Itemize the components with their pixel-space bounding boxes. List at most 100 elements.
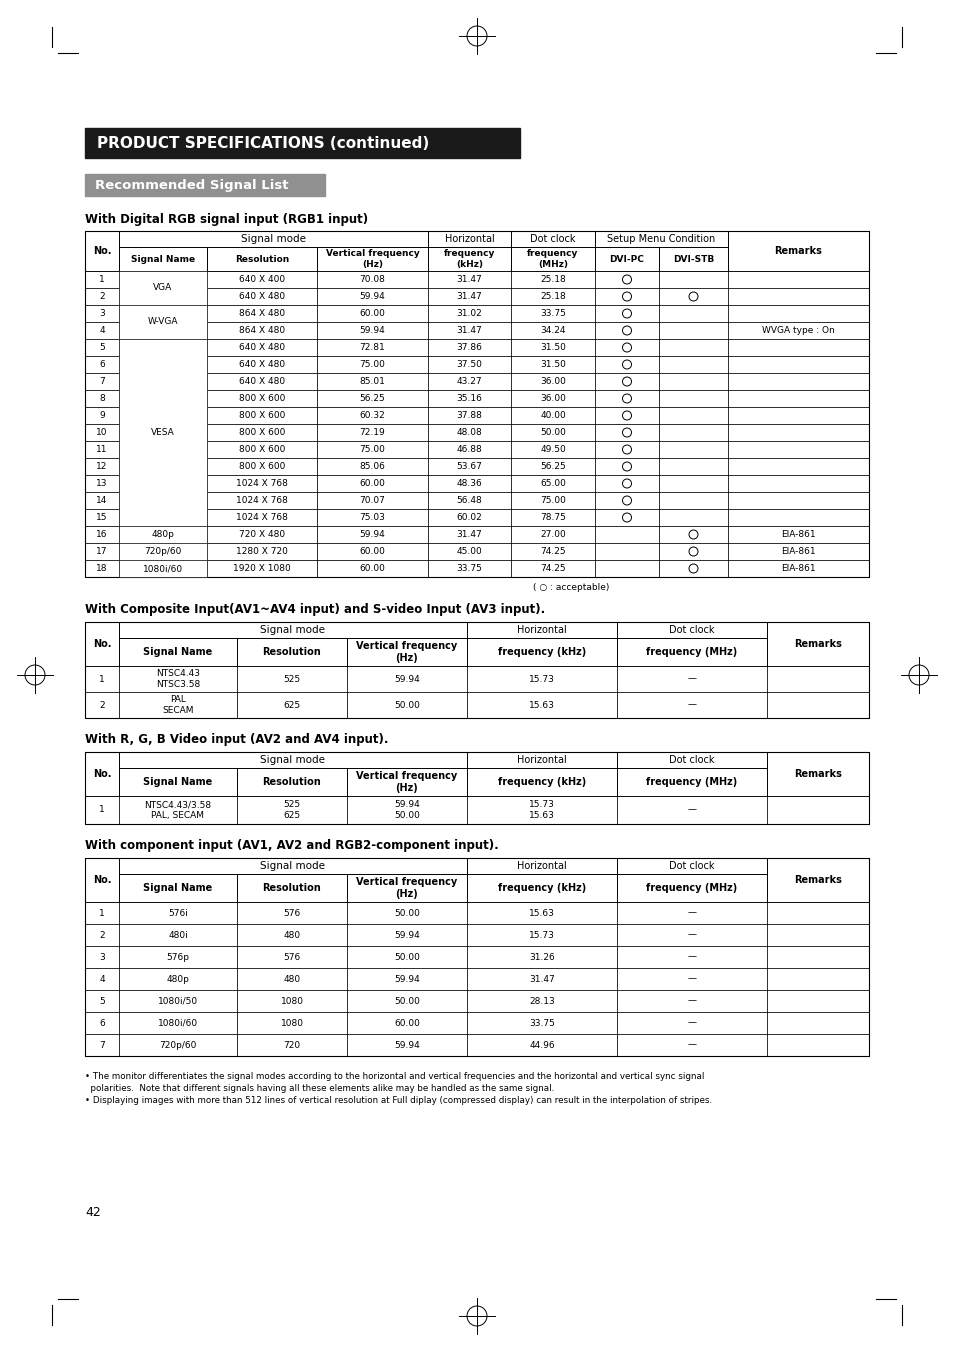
Bar: [119, 424, 207, 440]
Bar: [85, 339, 119, 357]
Bar: [595, 357, 659, 373]
Text: Remarks: Remarks: [793, 769, 841, 780]
Text: 25.18: 25.18: [539, 276, 565, 284]
Text: EIA-861: EIA-861: [781, 547, 815, 557]
Bar: [316, 305, 428, 322]
Bar: [595, 305, 659, 322]
Bar: [428, 526, 511, 543]
Bar: [316, 247, 428, 272]
Bar: [595, 390, 659, 407]
Text: frequency (kHz): frequency (kHz): [497, 647, 585, 657]
Text: 2: 2: [99, 931, 105, 939]
Bar: [511, 357, 595, 373]
Bar: [85, 561, 119, 577]
Bar: [617, 753, 766, 767]
Text: frequency
(kHz): frequency (kHz): [443, 250, 495, 269]
Bar: [766, 692, 868, 717]
Bar: [428, 357, 511, 373]
Bar: [119, 305, 207, 339]
Text: 59.94: 59.94: [394, 974, 419, 984]
Bar: [428, 458, 511, 476]
Bar: [85, 526, 119, 543]
Bar: [595, 509, 659, 526]
Bar: [207, 509, 316, 526]
Text: 49.50: 49.50: [539, 444, 565, 454]
Text: Horizontal: Horizontal: [517, 861, 566, 871]
Bar: [428, 322, 511, 339]
Text: 1080: 1080: [280, 997, 303, 1005]
Bar: [119, 288, 207, 305]
Text: 60.00: 60.00: [359, 547, 385, 557]
Bar: [316, 407, 428, 424]
Bar: [236, 924, 347, 946]
Text: 34.24: 34.24: [539, 326, 565, 335]
Bar: [659, 288, 727, 305]
Bar: [119, 390, 207, 407]
Bar: [85, 407, 119, 424]
Text: EIA-861: EIA-861: [781, 563, 815, 573]
Bar: [659, 476, 727, 492]
Bar: [467, 1012, 617, 1034]
Bar: [595, 476, 659, 492]
Text: 720p/60: 720p/60: [159, 1040, 196, 1050]
Bar: [511, 458, 595, 476]
Text: 800 X 600: 800 X 600: [238, 394, 285, 403]
Bar: [617, 638, 766, 666]
Bar: [659, 272, 727, 288]
Text: Signal Name: Signal Name: [143, 647, 213, 657]
Bar: [85, 753, 119, 796]
Text: 74.25: 74.25: [539, 547, 565, 557]
Text: 6: 6: [99, 1019, 105, 1028]
Bar: [119, 339, 207, 526]
Bar: [85, 946, 119, 969]
Text: frequency (MHz): frequency (MHz): [646, 647, 737, 657]
Bar: [617, 990, 766, 1012]
Bar: [511, 440, 595, 458]
Text: W-VGA: W-VGA: [148, 317, 178, 327]
Text: 60.00: 60.00: [359, 480, 385, 488]
Text: 18: 18: [96, 563, 108, 573]
Bar: [119, 339, 207, 357]
Bar: [119, 638, 236, 666]
Bar: [727, 407, 868, 424]
Bar: [207, 357, 316, 373]
Bar: [316, 322, 428, 339]
Text: 15.63: 15.63: [529, 701, 555, 709]
Text: 59.94: 59.94: [359, 530, 385, 539]
Bar: [236, 692, 347, 717]
Text: 1280 X 720: 1280 X 720: [235, 547, 288, 557]
Bar: [617, 767, 766, 796]
Text: 1: 1: [99, 805, 105, 815]
Bar: [85, 424, 119, 440]
Text: 15.73: 15.73: [529, 674, 555, 684]
Bar: [467, 902, 617, 924]
Text: Signal Name: Signal Name: [143, 777, 213, 788]
Bar: [617, 692, 766, 717]
Bar: [207, 373, 316, 390]
Bar: [467, 969, 617, 990]
Bar: [659, 458, 727, 476]
Text: 1024 X 768: 1024 X 768: [235, 496, 288, 505]
Bar: [467, 767, 617, 796]
Text: 31.47: 31.47: [456, 530, 482, 539]
Bar: [236, 1034, 347, 1056]
Text: 48.08: 48.08: [456, 428, 482, 436]
Bar: [467, 796, 617, 824]
Text: —: —: [687, 701, 696, 709]
Text: 625: 625: [283, 701, 300, 709]
Text: Remarks: Remarks: [774, 246, 821, 255]
Text: 40.00: 40.00: [539, 411, 565, 420]
Bar: [236, 990, 347, 1012]
Text: 1080i/60: 1080i/60: [143, 563, 183, 573]
Text: 17: 17: [96, 547, 108, 557]
Bar: [316, 373, 428, 390]
Text: 640 X 480: 640 X 480: [238, 292, 285, 301]
Bar: [119, 440, 207, 458]
Text: 16: 16: [96, 530, 108, 539]
Bar: [659, 509, 727, 526]
Text: 60.02: 60.02: [456, 513, 482, 521]
Bar: [85, 753, 868, 824]
Text: 70.08: 70.08: [359, 276, 385, 284]
Text: 50.00: 50.00: [394, 997, 419, 1005]
Bar: [347, 796, 467, 824]
